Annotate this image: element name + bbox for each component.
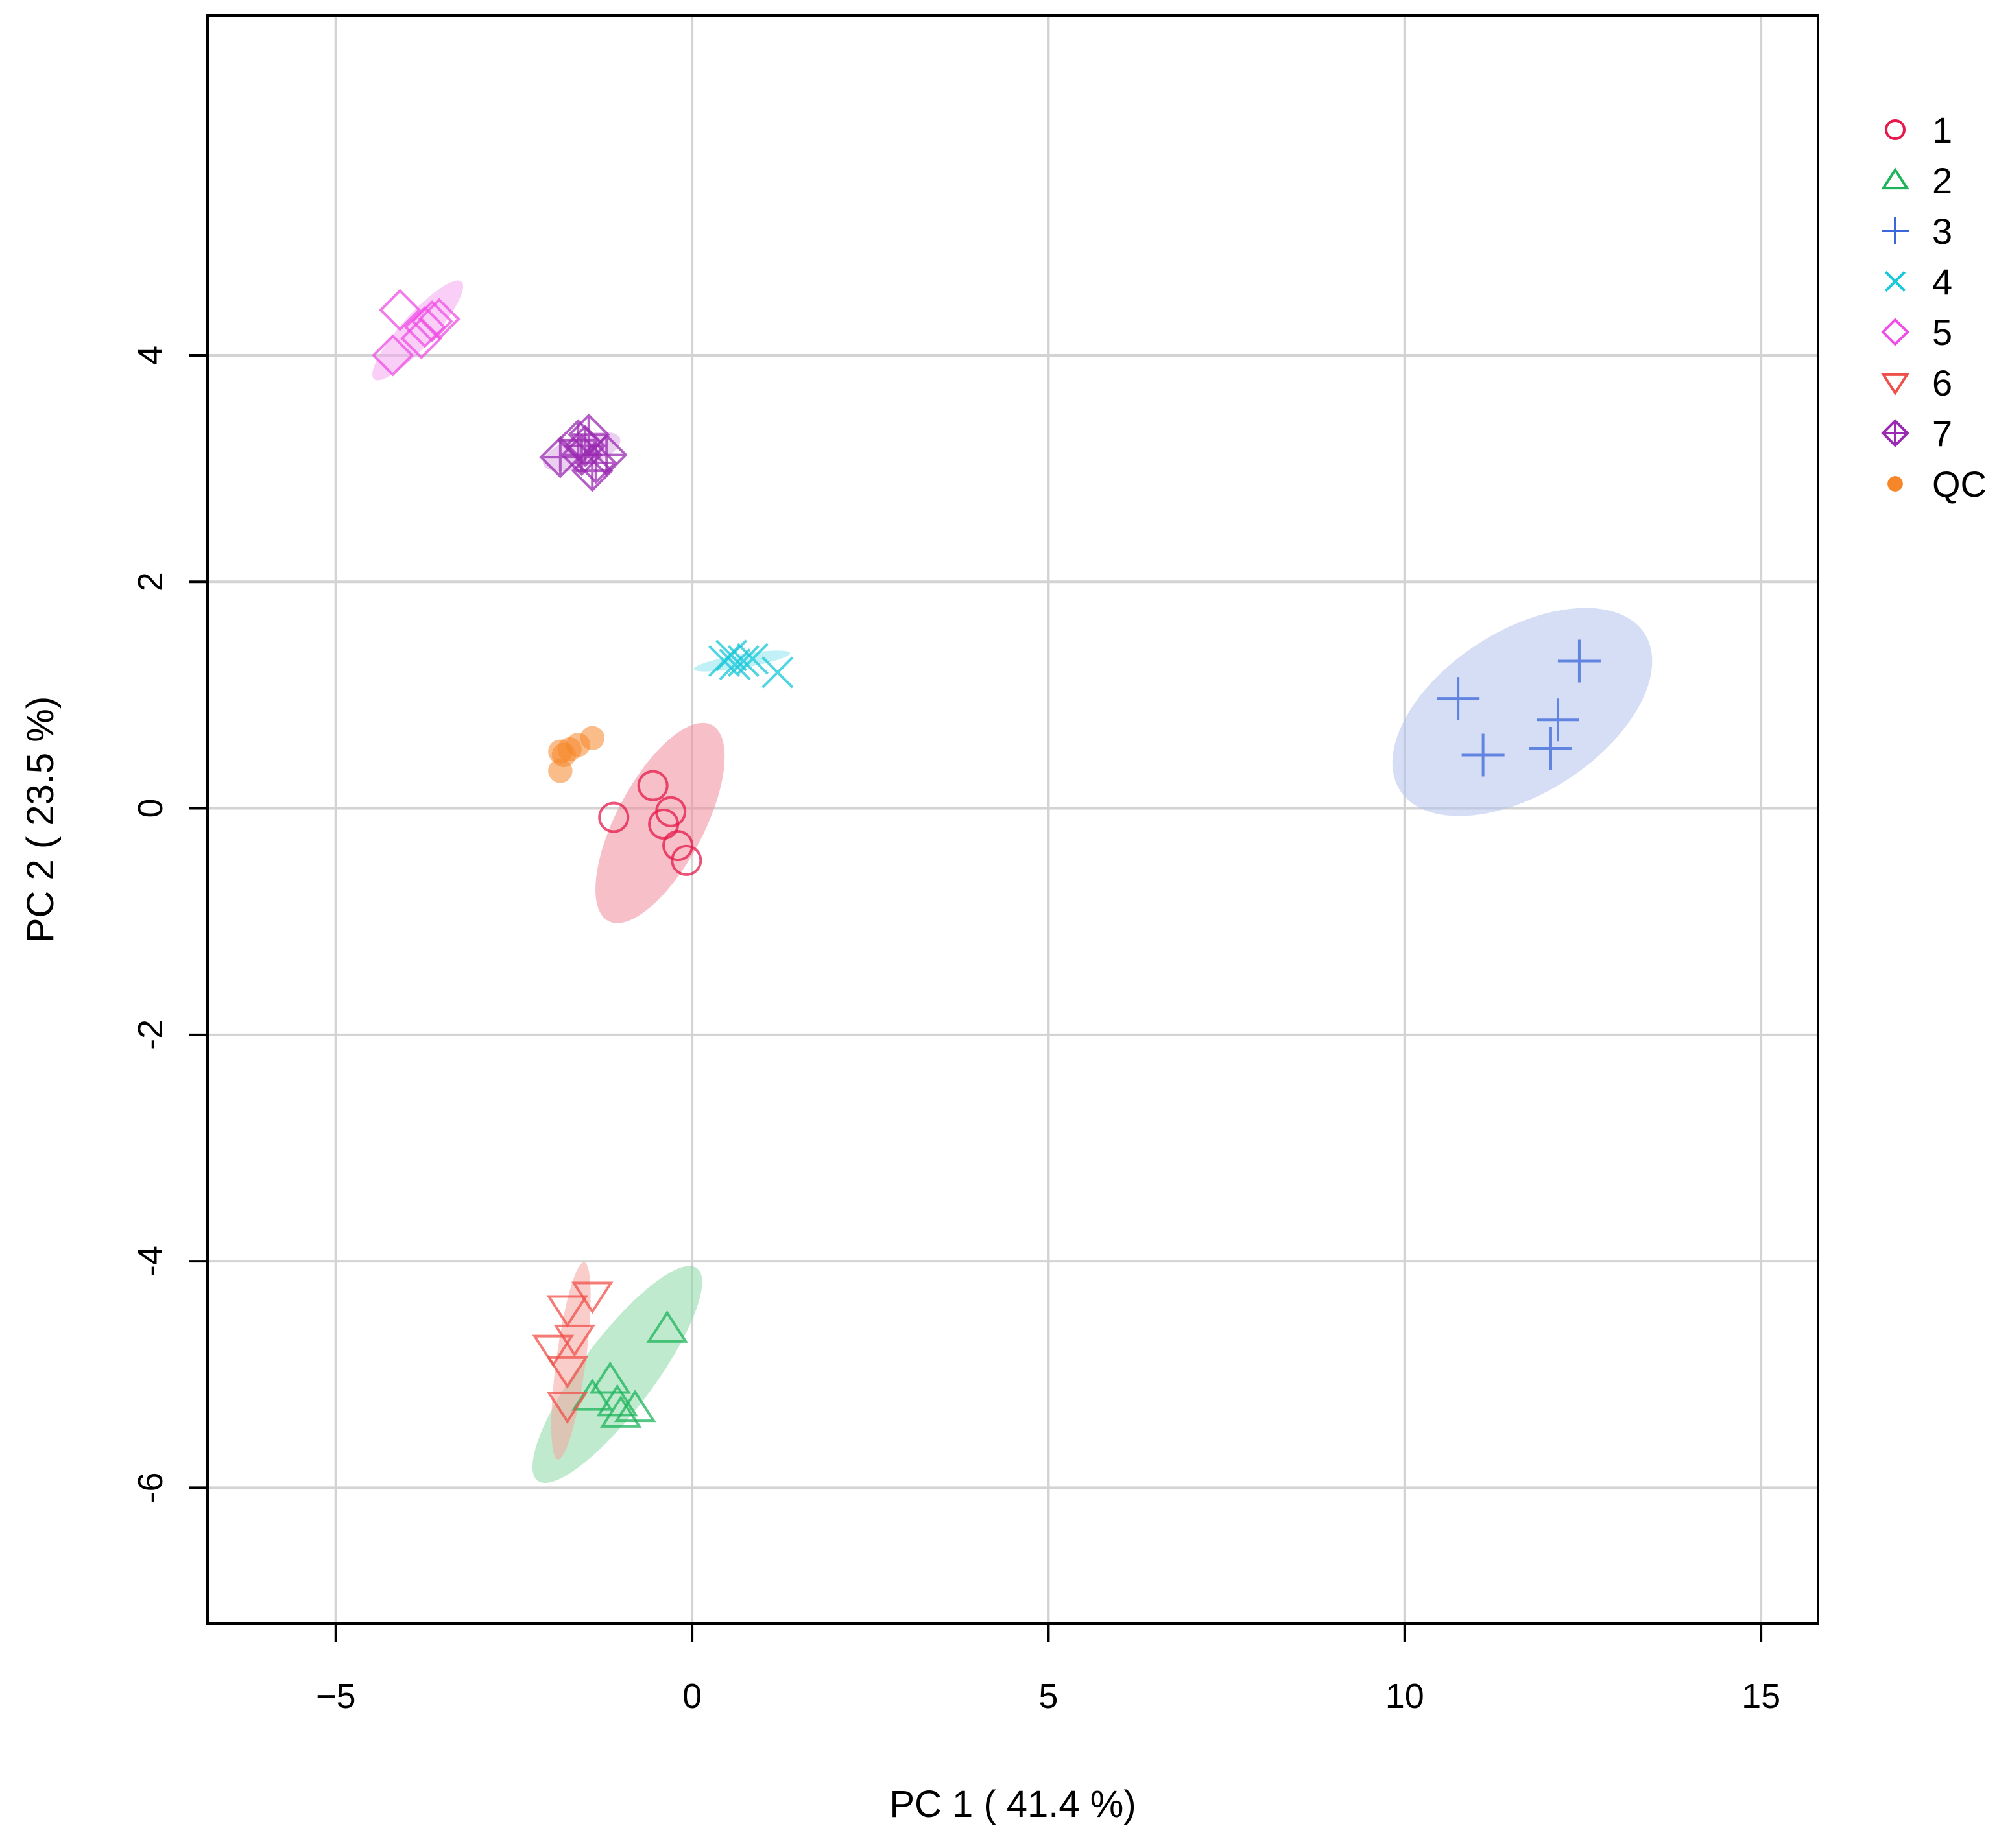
legend-marker-5 xyxy=(1881,318,1909,346)
legend-marker-QC xyxy=(1887,476,1903,492)
y-axis-label: PC 2 ( 23.5 %) xyxy=(19,696,62,943)
legend: 1 2 3 4 5 6 7 QC xyxy=(1881,110,1987,504)
point-group-6 xyxy=(546,1295,589,1328)
point-group-1 xyxy=(598,801,630,833)
point-group-5 xyxy=(411,300,453,343)
legend-label-2: 2 xyxy=(1932,160,1952,201)
point-group-5 xyxy=(400,317,443,360)
point-group-5 xyxy=(372,334,414,377)
legend-marker-3 xyxy=(1882,217,1909,244)
y-tick-label: 0 xyxy=(131,799,170,818)
ellipse-group-5 xyxy=(372,280,464,381)
legend-marker-2 xyxy=(1881,167,1909,190)
point-group-3 xyxy=(1437,677,1480,720)
point-group-1 xyxy=(648,808,680,840)
data-points xyxy=(372,289,1601,1428)
legend-label-5: 5 xyxy=(1932,312,1952,353)
point-group-4 xyxy=(736,643,769,675)
x-tick-label: 15 xyxy=(1741,1677,1780,1716)
grid-lines xyxy=(208,16,1818,1624)
legend-label-1: 1 xyxy=(1932,110,1952,150)
point-group-QC xyxy=(548,739,573,764)
point-group-3 xyxy=(1529,726,1572,770)
point-group-1 xyxy=(671,844,702,876)
legend-label-4: 4 xyxy=(1932,261,1952,302)
point-group-2 xyxy=(599,1395,642,1428)
point-group-1 xyxy=(637,770,669,801)
point-group-4 xyxy=(727,645,760,678)
x-tick-label: −5 xyxy=(316,1677,356,1716)
y-tick-label: -6 xyxy=(131,1472,170,1503)
point-group-3 xyxy=(1461,733,1505,777)
legend-label-6: 6 xyxy=(1932,362,1952,403)
point-group-4 xyxy=(761,656,794,689)
y-tick-label: 2 xyxy=(131,572,170,591)
point-group-1 xyxy=(662,830,694,862)
ellipse-group-1 xyxy=(595,722,725,923)
legend-marker-7 xyxy=(1881,419,1909,447)
point-group-2 xyxy=(646,1310,688,1343)
y-tick-label: -2 xyxy=(131,1019,170,1050)
point-group-3 xyxy=(1557,639,1601,683)
point-group-6 xyxy=(546,1391,589,1424)
legend-marker-6 xyxy=(1881,373,1909,396)
x-tick-label: 5 xyxy=(1038,1677,1058,1716)
x-tick-label: 0 xyxy=(682,1677,702,1716)
plot-frame xyxy=(206,14,1819,1625)
y-tick-label: 4 xyxy=(131,346,170,365)
x-axis-ticks: −5 0 5 10 15 xyxy=(316,1624,1780,1716)
point-group-7 xyxy=(571,449,614,492)
y-tick-label: -4 xyxy=(131,1246,170,1277)
legend-marker-4 xyxy=(1884,270,1906,292)
point-group-6 xyxy=(553,1324,596,1357)
legend-marker-1 xyxy=(1885,119,1906,140)
x-axis-label: PC 1 ( 41.4 %) xyxy=(889,1783,1136,1825)
point-group-7 xyxy=(539,436,582,479)
x-tick-label: 10 xyxy=(1385,1677,1424,1716)
legend-label-3: 3 xyxy=(1932,211,1952,252)
point-group-QC xyxy=(548,759,573,783)
point-group-6 xyxy=(532,1334,575,1368)
point-group-4 xyxy=(715,639,748,672)
point-group-2 xyxy=(589,1361,632,1394)
point-group-4 xyxy=(719,648,751,681)
point-group-5 xyxy=(379,289,422,331)
point-group-2 xyxy=(596,1384,639,1417)
legend-label-QC: QC xyxy=(1932,464,1987,504)
y-axis-ticks: 4 2 0 -2 -4 -6 xyxy=(131,346,208,1503)
point-group-6 xyxy=(546,1356,589,1389)
legend-label-7: 7 xyxy=(1932,413,1952,454)
point-group-3 xyxy=(1536,698,1579,742)
